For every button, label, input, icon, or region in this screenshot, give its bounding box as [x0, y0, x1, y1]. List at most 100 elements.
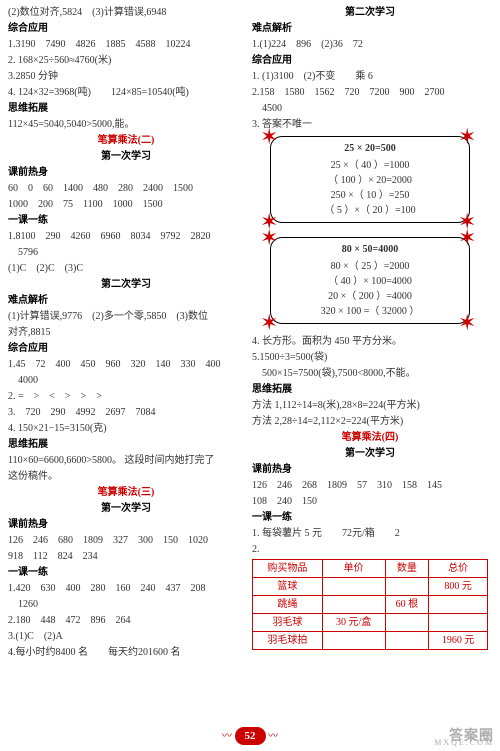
text-line: 108 240 150: [252, 494, 488, 509]
box-row: （ 5 ）×（ 20 ）=100: [279, 203, 461, 218]
text-line: 方法 1,112÷14=8(米),28×8=224(平方米): [252, 398, 488, 413]
box-row: （ 100 ）× 20=2000: [279, 173, 461, 188]
text-line: 4500: [252, 101, 488, 116]
text-line: 2. = > < > > >: [8, 389, 244, 404]
text-line: 1260: [8, 597, 244, 612]
heading: 难点解析: [252, 21, 488, 36]
text-line: 1.(1)224 896 (2)36 72: [252, 37, 488, 52]
star-icon: ✶: [458, 227, 480, 249]
text-line: 3. 720 290 4992 2697 7084: [8, 405, 244, 420]
math-box-1: ✶ ✶ ✶ ✶ 25 × 20=500 25 ×（ 40 ）=1000 （ 10…: [270, 136, 470, 223]
left-column: (2)数位对齐,5824 (3)计算错误,6948 综合应用 1.3190 74…: [8, 4, 244, 661]
section-title: 笔算乘法(四): [252, 430, 488, 445]
table-cell: [429, 596, 488, 614]
star-icon: ✶: [458, 126, 480, 148]
table-cell: [322, 596, 385, 614]
table-cell: 篮球: [253, 578, 323, 596]
text-line: 1.420 630 400 280 160 240 437 208: [8, 581, 244, 596]
box-row: 80 ×（ 25 ）=2000: [279, 259, 461, 274]
table-row: 跳绳 60 根: [253, 596, 488, 614]
table-head: 数量: [385, 560, 429, 578]
text-line: 对齐,8815: [8, 325, 244, 340]
table-cell: 1960 元: [429, 632, 488, 650]
text-line: (1)计算错误,9776 (2)多一个零,5850 (3)数位: [8, 309, 244, 324]
table-cell: 跳绳: [253, 596, 323, 614]
text-line: 这份稿件。: [8, 469, 244, 484]
text-line: 2.: [252, 542, 488, 557]
box-row: 20 ×（ 200 ）=4000: [279, 289, 461, 304]
text-line: 3.(1)C (2)A: [8, 629, 244, 644]
table-head: 单价: [322, 560, 385, 578]
heading: 难点解析: [8, 293, 244, 308]
text-line: 126 246 680 1809 327 300 150 1020: [8, 533, 244, 548]
heading: 一课一练: [252, 510, 488, 525]
subsection: 第一次学习: [8, 149, 244, 164]
table-cell: [385, 578, 429, 596]
text-line: 3.2850 分钟: [8, 69, 244, 84]
text-line: (1)C (2)C (3)C: [8, 261, 244, 276]
heading: 思维拓展: [252, 382, 488, 397]
decor-icon: 〰: [268, 729, 278, 744]
watermark-url: MXQE.COM: [434, 737, 494, 749]
right-column: 第二次学习 难点解析 1.(1)224 896 (2)36 72 综合应用 1.…: [252, 4, 488, 661]
box-row: 250 ×（ 10 ）=250: [279, 188, 461, 203]
math-box-2: ✶ ✶ ✶ ✶ 80 × 50=4000 80 ×（ 25 ）=2000 （ 4…: [270, 237, 470, 324]
table-cell: [385, 614, 429, 632]
subsection: 第一次学习: [8, 501, 244, 516]
heading: 综合应用: [8, 21, 244, 36]
box-title: 80 × 50=4000: [279, 242, 461, 257]
text-line: 112×45=5040,5040>5000,能。: [8, 117, 244, 132]
text-line: 918 112 824 234: [8, 549, 244, 564]
page-number-badge: 52: [235, 727, 266, 746]
text-line: 60 0 60 1400 480 280 2400 1500: [8, 181, 244, 196]
text-line: 4.每小时约8400 名 每天约201600 名: [8, 645, 244, 660]
section-title: 笔算乘法(三): [8, 485, 244, 500]
text-line: 5.1500÷3=500(袋): [252, 350, 488, 365]
table-cell: [385, 632, 429, 650]
box-title: 25 × 20=500: [279, 141, 461, 156]
box-row: （ 40 ）× 100=4000: [279, 274, 461, 289]
text-line: 500×15=7500(袋),7500<8000,不能。: [252, 366, 488, 381]
heading: 思维拓展: [8, 101, 244, 116]
subsection: 第一次学习: [252, 446, 488, 461]
text-line: 1. (1)3100 (2)不变 乘 6: [252, 69, 488, 84]
text-line: 2. 168×25÷560≈4760(米): [8, 53, 244, 68]
text-line: 4000: [8, 373, 244, 388]
table-cell: 羽毛球: [253, 614, 323, 632]
text-line: 1.45 72 400 450 960 320 140 330 400: [8, 357, 244, 372]
text-line: 5796: [8, 245, 244, 260]
star-icon: ✶: [260, 227, 282, 249]
table-cell: [322, 578, 385, 596]
text-line: 2.158 1580 1562 720 7200 900 2700: [252, 85, 488, 100]
table-cell: 30 元/盒: [322, 614, 385, 632]
table-cell: [429, 614, 488, 632]
text-line: 1.8100 290 4260 6960 8034 9792 2820: [8, 229, 244, 244]
box-row: 25 ×（ 40 ）=1000: [279, 158, 461, 173]
star-icon: ✶: [260, 126, 282, 148]
purchase-table: 购买物品 单价 数量 总价 篮球 800 元 跳绳 60 根 羽毛球 30 元/…: [252, 559, 488, 650]
heading: 一课一练: [8, 213, 244, 228]
subsection: 第二次学习: [8, 277, 244, 292]
text-line: 110×60=6600,6600>5800。 这段时间内她打完了: [8, 453, 244, 468]
heading: 课前热身: [252, 462, 488, 477]
page-number: 〰 52 〰: [0, 727, 500, 746]
table-head: 购买物品: [253, 560, 323, 578]
table-head: 总价: [429, 560, 488, 578]
box-row: 320 × 100 =（ 32000 ）: [279, 304, 461, 319]
text-line: 1. 每袋薯片 5 元 72元/箱 2: [252, 526, 488, 541]
heading: 综合应用: [252, 53, 488, 68]
decor-icon: 〰: [222, 729, 232, 744]
text-line: 126 246 268 1809 57 310 158 145: [252, 478, 488, 493]
text-line: 4. 150×21−15=3150(克): [8, 421, 244, 436]
table-row: 羽毛球 30 元/盒: [253, 614, 488, 632]
text-line: 1.3190 7490 4826 1885 4588 10224: [8, 37, 244, 52]
table-cell: 羽毛球拍: [253, 632, 323, 650]
text-line: 4. 长方形。面积为 450 平方分米。: [252, 334, 488, 349]
heading: 一课一练: [8, 565, 244, 580]
heading: 课前热身: [8, 517, 244, 532]
text-line: 方法 2,28÷14=2,112×2=224(平方米): [252, 414, 488, 429]
text-line: (2)数位对齐,5824 (3)计算错误,6948: [8, 5, 244, 20]
heading: 思维拓展: [8, 437, 244, 452]
text-line: 1000 200 75 1100 1000 1500: [8, 197, 244, 212]
table-row: 羽毛球拍 1960 元: [253, 632, 488, 650]
